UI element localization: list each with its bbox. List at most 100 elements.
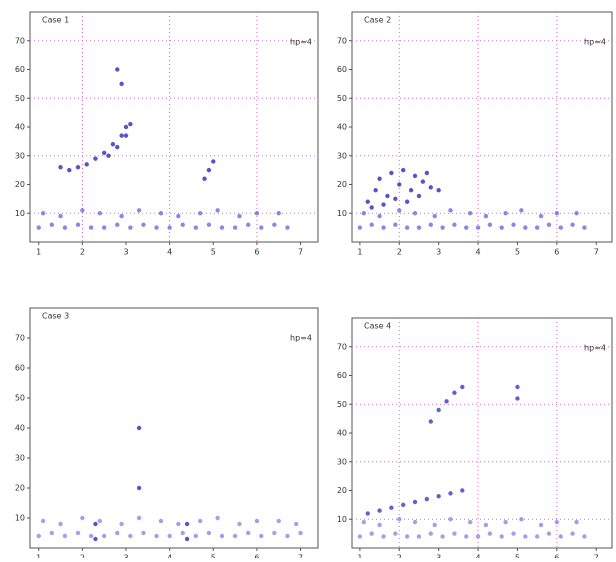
point xyxy=(511,531,516,536)
point xyxy=(101,225,107,230)
y-tick-label: 10 xyxy=(15,514,25,523)
y-tick-label: 50 xyxy=(15,94,25,103)
point xyxy=(254,518,260,524)
point xyxy=(440,225,445,230)
point xyxy=(436,407,441,413)
point xyxy=(202,176,207,181)
x-tick-label: 1 xyxy=(357,248,362,257)
point xyxy=(40,518,46,524)
point xyxy=(397,208,402,213)
point xyxy=(464,225,469,230)
point xyxy=(582,225,587,230)
y-tick-label: 50 xyxy=(15,394,25,403)
point xyxy=(467,519,473,525)
x-tick-label: 2 xyxy=(80,248,85,257)
point xyxy=(285,533,290,539)
point xyxy=(75,222,81,227)
y-tick-label: 30 xyxy=(337,151,347,160)
point xyxy=(570,531,575,536)
point xyxy=(582,534,587,539)
point xyxy=(49,530,55,536)
x-tick-label: 5 xyxy=(211,248,216,257)
plot-frame xyxy=(29,11,319,243)
y-tick-label: 70 xyxy=(15,334,25,343)
point xyxy=(365,511,370,516)
point xyxy=(519,208,524,213)
point xyxy=(361,519,367,525)
point xyxy=(184,521,190,527)
point xyxy=(206,167,212,173)
point xyxy=(119,521,124,527)
point xyxy=(62,225,68,230)
point xyxy=(538,522,544,528)
x-tick-label: 2 xyxy=(80,554,85,559)
point xyxy=(499,225,504,230)
y-tick-label: 50 xyxy=(337,94,347,103)
x-tick-label: 6 xyxy=(254,248,259,257)
point xyxy=(215,208,220,213)
point xyxy=(574,519,579,525)
point xyxy=(193,225,199,230)
point xyxy=(101,533,107,539)
point xyxy=(197,211,203,216)
point xyxy=(40,211,46,216)
y-tick-label: 20 xyxy=(337,486,347,495)
point xyxy=(393,196,398,202)
point xyxy=(503,211,508,216)
y-tick-label: 40 xyxy=(337,123,347,132)
point xyxy=(80,515,85,521)
point xyxy=(136,425,142,431)
point xyxy=(452,222,457,227)
point xyxy=(215,515,220,521)
panel-title: Case 3 xyxy=(42,312,69,321)
point xyxy=(141,222,146,227)
point xyxy=(464,534,469,539)
point xyxy=(176,521,181,527)
point xyxy=(416,534,422,539)
y-tick-label: 20 xyxy=(15,180,25,189)
point xyxy=(276,211,281,216)
point xyxy=(519,517,524,522)
point xyxy=(428,222,433,227)
plot-frame xyxy=(351,11,613,243)
point xyxy=(381,225,386,230)
x-tick-label: 5 xyxy=(515,554,520,559)
point xyxy=(119,133,124,138)
point xyxy=(460,488,465,493)
point xyxy=(123,133,129,138)
y-tick-label: 30 xyxy=(337,457,347,466)
point xyxy=(499,534,504,539)
point xyxy=(128,121,133,127)
y-tick-label: 10 xyxy=(15,209,25,218)
point xyxy=(401,502,406,508)
point xyxy=(259,533,264,539)
point xyxy=(158,211,164,216)
point xyxy=(369,222,374,227)
point xyxy=(452,390,457,395)
x-tick-label: 6 xyxy=(554,248,559,257)
point xyxy=(424,170,430,176)
x-tick-label: 2 xyxy=(397,554,402,559)
point xyxy=(36,533,41,539)
point xyxy=(570,222,575,227)
x-tick-label: 7 xyxy=(298,554,303,559)
point xyxy=(428,531,433,536)
point xyxy=(534,534,540,539)
x-tick-label: 5 xyxy=(515,248,520,257)
point xyxy=(373,188,378,193)
x-tick-label: 1 xyxy=(357,554,362,559)
point xyxy=(141,530,146,536)
point xyxy=(237,521,242,527)
point xyxy=(404,199,410,204)
point xyxy=(97,518,103,524)
point xyxy=(245,530,251,536)
point xyxy=(361,211,367,216)
point xyxy=(523,534,528,539)
y-tick-label: 30 xyxy=(15,151,25,160)
x-tick-label: 3 xyxy=(123,554,128,559)
point xyxy=(80,208,85,213)
point xyxy=(67,167,72,173)
point xyxy=(219,533,225,539)
point xyxy=(412,173,418,179)
point xyxy=(115,144,120,150)
